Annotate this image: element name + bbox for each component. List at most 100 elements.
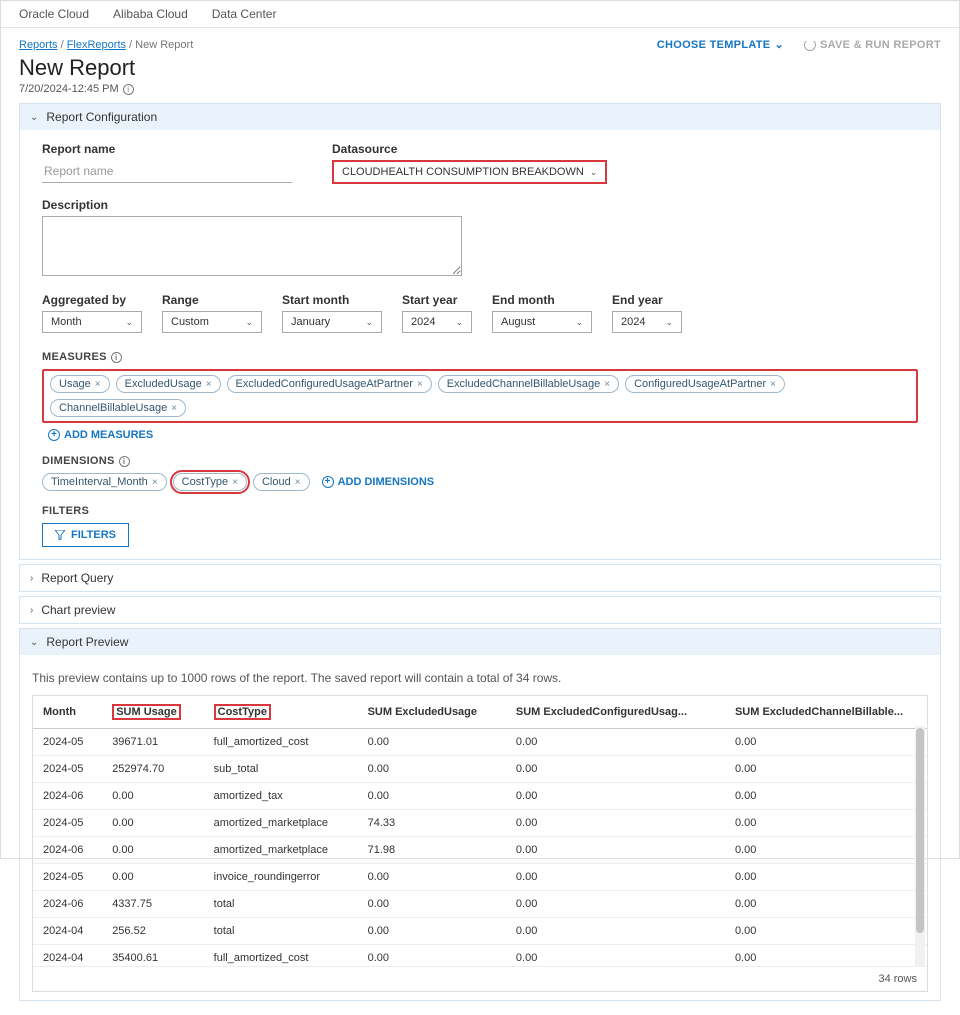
table-cell: 0.00 [506, 810, 725, 837]
table-cell: 2024-05 [33, 864, 102, 891]
table-cell: 0.00 [725, 945, 927, 967]
end-year-select[interactable]: 2024⌄ [612, 311, 682, 333]
close-icon[interactable]: × [206, 379, 212, 390]
table-row[interactable]: 2024-060.00amortized_tax0.000.000.000.00 [33, 783, 927, 810]
table-cell: 0.00 [725, 864, 927, 891]
datasource-label: Datasource [332, 142, 607, 156]
measure-chip[interactable]: ExcludedConfiguredUsageAtPartner× [227, 375, 432, 393]
table-header[interactable]: CostType [204, 696, 358, 729]
save-run-button[interactable]: SAVE & RUN REPORT [804, 39, 941, 51]
table-cell: 0.00 [102, 783, 203, 810]
agg-select[interactable]: Month⌄ [42, 311, 142, 333]
plus-icon: + [322, 476, 334, 488]
table-row[interactable]: 2024-050.00amortized_marketplace74.330.0… [33, 810, 927, 837]
table-cell: 0.00 [506, 729, 725, 756]
end-year-label: End year [612, 293, 682, 307]
breadcrumb: Reports / FlexReports / New Report [19, 39, 193, 51]
table-row[interactable]: 2024-050.00invoice_roundingerror0.000.00… [33, 864, 927, 891]
table-header[interactable]: Month [33, 696, 102, 729]
timestamp: 7/20/2024-12:45 PM i [19, 83, 941, 95]
chevron-down-icon: ⌄ [245, 317, 253, 328]
add-measures-button[interactable]: + ADD MEASURES [48, 429, 153, 441]
filters-label: FILTERS [42, 505, 918, 517]
table-header[interactable]: SUM Usage [102, 696, 203, 729]
close-icon[interactable]: × [171, 403, 177, 414]
info-icon[interactable]: i [111, 352, 122, 363]
table-cell: 256.52 [102, 918, 203, 945]
datasource-select[interactable]: CLOUDHEALTH CONSUMPTION BREAKDOWN ⌄ [332, 160, 607, 184]
info-icon[interactable]: i [119, 456, 130, 467]
breadcrumb-reports[interactable]: Reports [19, 39, 58, 51]
table-cell: 2024-05 [33, 810, 102, 837]
close-icon[interactable]: × [152, 477, 158, 488]
table-header[interactable]: SUM ExcludedChannelBillable... [725, 696, 927, 729]
top-tab-alibaba[interactable]: Alibaba Cloud [113, 7, 188, 21]
dimensions-label: DIMENSIONS i [42, 455, 918, 467]
table-cell: 2024-06 [33, 783, 102, 810]
add-dimensions-button[interactable]: + ADD DIMENSIONS [322, 476, 435, 488]
close-icon[interactable]: × [232, 477, 238, 488]
range-select[interactable]: Custom⌄ [162, 311, 262, 333]
measure-chip[interactable]: ChannelBillableUsage× [50, 399, 186, 417]
start-year-label: Start year [402, 293, 472, 307]
table-cell: 0.00 [725, 918, 927, 945]
start-month-select[interactable]: January⌄ [282, 311, 382, 333]
table-header[interactable]: SUM ExcludedUsage [358, 696, 506, 729]
top-tab-oracle[interactable]: Oracle Cloud [19, 7, 89, 21]
agg-label: Aggregated by [42, 293, 142, 307]
breadcrumb-flex[interactable]: FlexReports [67, 39, 126, 51]
table-cell: total [204, 918, 358, 945]
start-year-select[interactable]: 2024⌄ [402, 311, 472, 333]
table-cell: 0.00 [725, 783, 927, 810]
table-row[interactable]: 2024-0539671.01full_amortized_cost0.000.… [33, 729, 927, 756]
table-cell: 0.00 [506, 945, 725, 967]
dimension-chip[interactable]: Cloud× [253, 473, 310, 491]
measure-chip[interactable]: ConfiguredUsageAtPartner× [625, 375, 785, 393]
measure-chip[interactable]: Usage× [50, 375, 110, 393]
filter-icon [55, 530, 65, 540]
end-month-select[interactable]: August⌄ [492, 311, 592, 333]
table-row[interactable]: 2024-060.00amortized_marketplace71.980.0… [33, 837, 927, 864]
table-header[interactable]: SUM ExcludedConfiguredUsag... [506, 696, 725, 729]
top-tabs: Oracle Cloud Alibaba Cloud Data Center [1, 1, 959, 28]
table-cell: 74.33 [358, 810, 506, 837]
report-name-input[interactable] [42, 160, 292, 183]
close-icon[interactable]: × [770, 379, 776, 390]
dimension-chip[interactable]: TimeInterval_Month× [42, 473, 167, 491]
scrollbar-vertical[interactable] [915, 726, 925, 967]
table-cell: 0.00 [725, 891, 927, 918]
measure-chip[interactable]: ExcludedChannelBillableUsage× [438, 375, 619, 393]
table-cell: 0.00 [358, 783, 506, 810]
measures-chips-box: Usage× ExcludedUsage× ExcludedConfiguredUs… [42, 369, 918, 423]
dimension-chip[interactable]: CostType× [173, 473, 247, 491]
table-cell: sub_total [204, 756, 358, 783]
table-row[interactable]: 2024-04256.52total0.000.000.000.00 [33, 918, 927, 945]
description-textarea[interactable] [42, 216, 462, 276]
preview-note: This preview contains up to 1000 rows of… [32, 663, 928, 695]
chevron-down-icon: ⌄ [455, 317, 463, 328]
table-cell: 0.00 [725, 810, 927, 837]
range-label: Range [162, 293, 262, 307]
table-row[interactable]: 2024-05252974.70sub_total0.000.000.000.0… [33, 756, 927, 783]
table-cell: 0.00 [358, 756, 506, 783]
report-preview-header[interactable]: ⌄ Report Preview [20, 629, 940, 655]
table-cell: 2024-06 [33, 891, 102, 918]
report-config-header[interactable]: ⌄ Report Configuration [20, 104, 940, 130]
filters-button[interactable]: FILTERS [42, 523, 129, 547]
chevron-down-icon: ⌄ [575, 317, 583, 328]
choose-template-button[interactable]: CHOOSE TEMPLATE ⌄ [657, 38, 784, 51]
measure-chip[interactable]: ExcludedUsage× [116, 375, 221, 393]
close-icon[interactable]: × [604, 379, 610, 390]
close-icon[interactable]: × [95, 379, 101, 390]
table-row[interactable]: 2024-064337.75total0.000.000.000.00 [33, 891, 927, 918]
close-icon[interactable]: × [417, 379, 423, 390]
table-row[interactable]: 2024-0435400.61full_amortized_cost0.000.… [33, 945, 927, 967]
report-query-panel[interactable]: › Report Query [19, 564, 941, 592]
table-cell: invoice_roundingerror [204, 864, 358, 891]
chevron-down-icon: ⌄ [590, 167, 598, 178]
info-icon[interactable]: i [123, 84, 134, 95]
chart-preview-panel[interactable]: › Chart preview [19, 596, 941, 624]
top-tab-datacenter[interactable]: Data Center [212, 7, 277, 21]
close-icon[interactable]: × [295, 477, 301, 488]
table-cell: 0.00 [102, 837, 203, 864]
